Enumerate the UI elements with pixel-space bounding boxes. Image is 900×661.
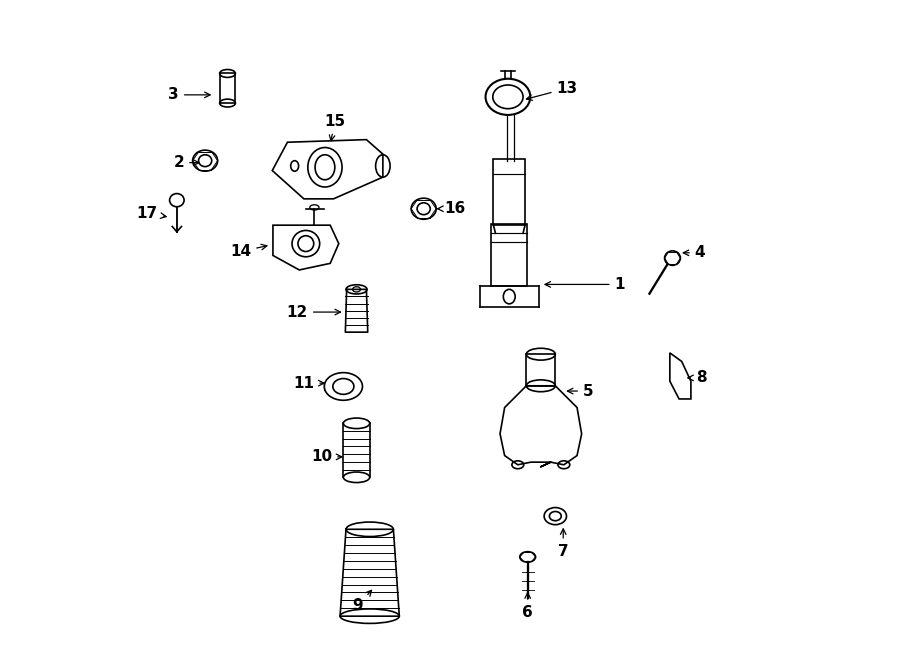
Polygon shape (670, 353, 691, 399)
Text: 6: 6 (522, 593, 533, 620)
Text: 12: 12 (287, 305, 340, 319)
Text: 11: 11 (293, 375, 324, 391)
Text: 15: 15 (324, 114, 346, 141)
Text: 16: 16 (437, 201, 466, 216)
Bar (493, 159, 525, 225)
Text: 5: 5 (567, 383, 593, 399)
Text: 7: 7 (558, 529, 569, 559)
Text: 14: 14 (230, 244, 267, 259)
Polygon shape (273, 139, 382, 199)
Text: 17: 17 (137, 206, 166, 221)
Text: 10: 10 (311, 449, 342, 465)
Text: 8: 8 (688, 370, 706, 385)
Text: 3: 3 (168, 87, 211, 102)
Bar (220, 73, 236, 103)
Text: 9: 9 (353, 590, 372, 613)
Bar (491, 223, 527, 286)
Ellipse shape (353, 287, 361, 292)
Text: 4: 4 (683, 245, 706, 260)
Polygon shape (273, 225, 338, 270)
Text: 13: 13 (526, 81, 578, 100)
Text: 1: 1 (545, 277, 626, 292)
Text: 2: 2 (174, 155, 199, 170)
Bar (526, 354, 555, 386)
